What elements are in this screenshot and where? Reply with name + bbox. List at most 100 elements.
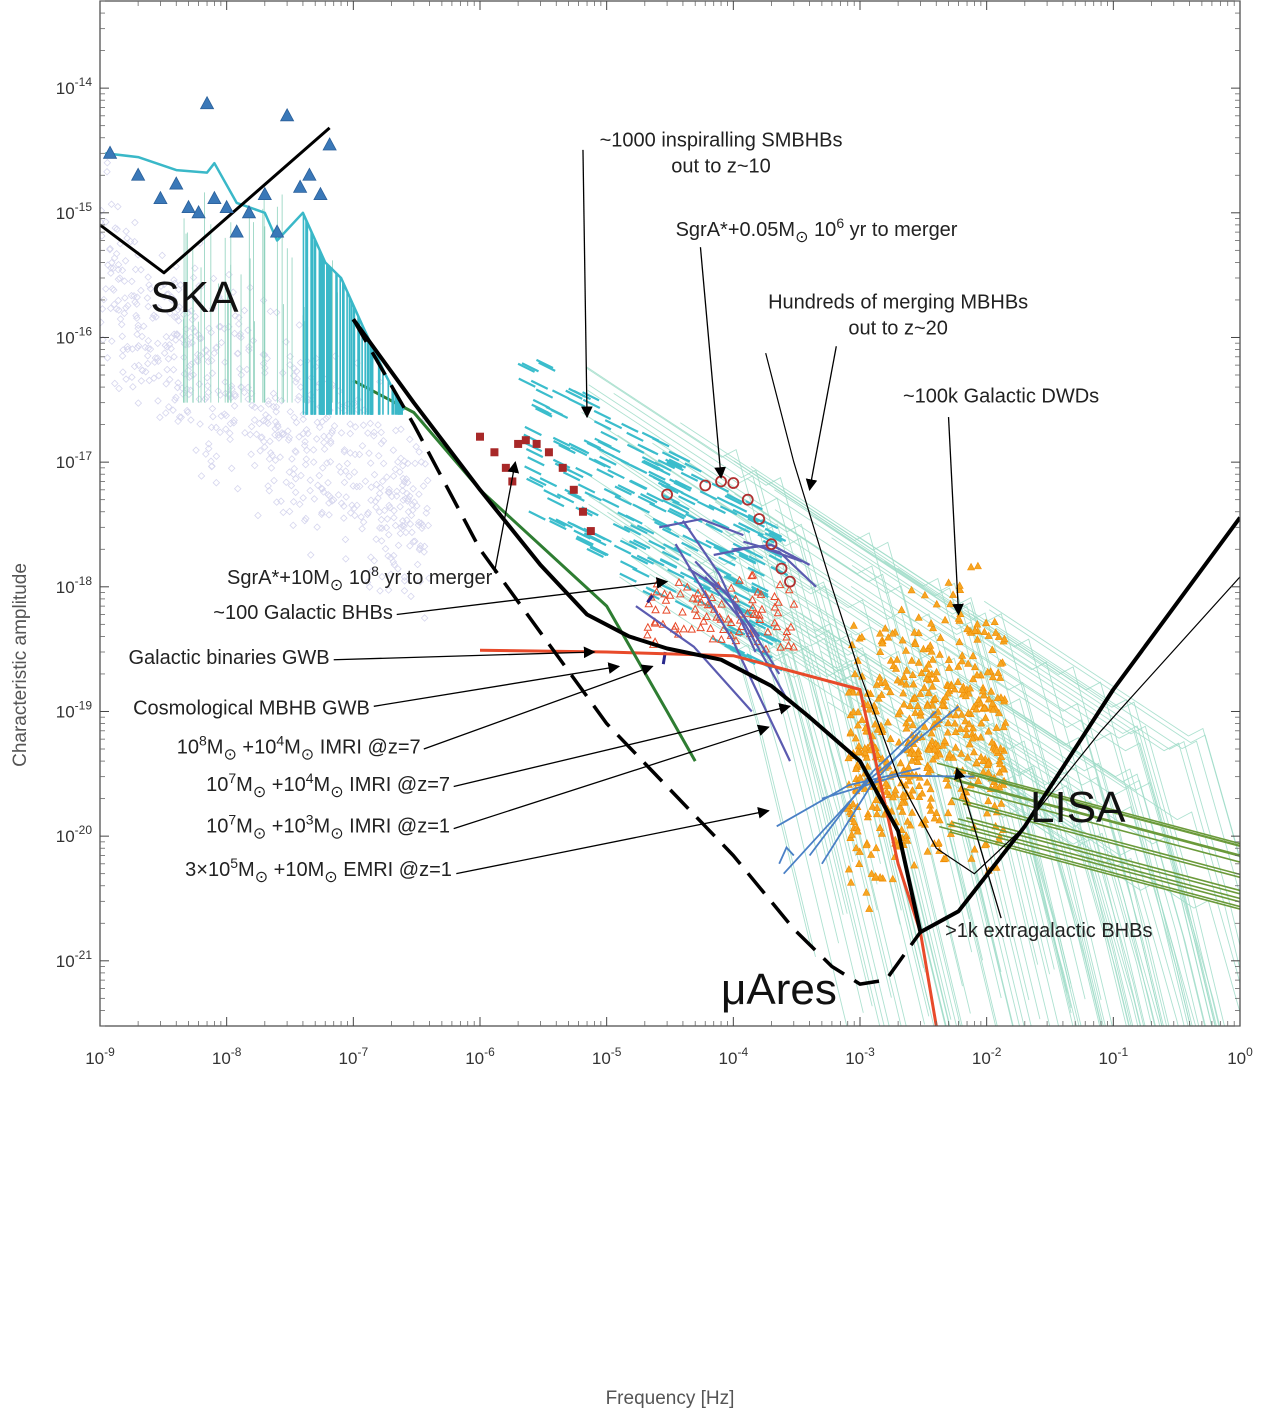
dwd-marker bbox=[913, 757, 922, 766]
pta-population-marker bbox=[166, 375, 174, 384]
pta-population-marker bbox=[377, 439, 386, 448]
smbhb-streak bbox=[534, 405, 552, 416]
smbhb-streak bbox=[593, 409, 612, 421]
pta-population-marker bbox=[264, 419, 272, 428]
smbhb-streak bbox=[680, 471, 699, 482]
pta-population-marker bbox=[375, 508, 384, 516]
pta-population-marker bbox=[189, 294, 198, 302]
dwd-marker bbox=[988, 645, 997, 653]
pta-population-marker bbox=[215, 323, 223, 331]
pta-population-marker bbox=[313, 418, 322, 427]
dwd-marker bbox=[895, 706, 904, 715]
pta-population-marker bbox=[114, 202, 122, 211]
y-tick-label: 10-15 bbox=[56, 200, 93, 223]
smbhb-streak bbox=[699, 490, 718, 501]
pta-population-marker bbox=[144, 359, 152, 368]
dwd-marker bbox=[968, 733, 977, 742]
pta-population-marker bbox=[138, 332, 146, 341]
smbhb-streak bbox=[647, 556, 665, 567]
dwd-marker bbox=[967, 854, 976, 862]
annotation-arrow bbox=[581, 149, 593, 419]
imri-marker bbox=[646, 594, 654, 604]
pta-population-marker bbox=[110, 300, 119, 309]
dwd-marker bbox=[940, 736, 949, 744]
pta-population-marker bbox=[342, 555, 350, 563]
dwd-marker bbox=[941, 854, 950, 862]
dwd-marker bbox=[944, 655, 953, 663]
pta-population-marker bbox=[351, 450, 359, 459]
pta-population-marker bbox=[280, 430, 288, 438]
pta-population-marker bbox=[116, 274, 124, 282]
smbhb-streak bbox=[543, 489, 561, 500]
dwd-marker bbox=[947, 681, 956, 689]
dwd-marker bbox=[907, 756, 916, 764]
pta-population-marker bbox=[378, 477, 387, 486]
extragalactic-bhb-track bbox=[962, 802, 1240, 879]
pta-upper-limit-marker bbox=[302, 167, 317, 181]
dwd-marker bbox=[951, 743, 960, 751]
dwd-marker bbox=[860, 784, 869, 792]
pta-population-marker bbox=[359, 518, 368, 526]
y-tick-label: 10-14 bbox=[56, 75, 93, 98]
dwd-marker bbox=[883, 717, 892, 726]
y-tick-label: 10-17 bbox=[56, 449, 93, 472]
smbhb-streak bbox=[600, 430, 618, 441]
galactic-bhb-marker bbox=[748, 595, 757, 604]
smbhb-streak bbox=[738, 553, 756, 564]
smbhb-streak bbox=[636, 524, 655, 535]
dwd-marker bbox=[970, 626, 979, 634]
galactic-bhb-marker bbox=[726, 583, 736, 592]
smbhb-streak bbox=[621, 422, 639, 433]
y-tick-label: 10-18 bbox=[56, 574, 93, 597]
pta-population-marker bbox=[399, 496, 407, 504]
pta-population-marker bbox=[310, 495, 319, 503]
annotation-text: >1k extragalactic BHBs bbox=[945, 920, 1152, 942]
pta-population-marker bbox=[393, 487, 401, 496]
pta-population-marker bbox=[361, 477, 370, 485]
dwd-marker bbox=[949, 590, 958, 598]
dwd-marker bbox=[994, 668, 1003, 676]
galactic-bhb-marker bbox=[717, 599, 726, 608]
pta-population-marker bbox=[334, 491, 343, 499]
pta-population-marker bbox=[270, 476, 278, 485]
pta-population-marker bbox=[144, 273, 152, 281]
pta-upper-limit-marker bbox=[257, 186, 272, 200]
galactic-bhb-marker bbox=[749, 609, 758, 618]
smbhb-streak bbox=[548, 516, 566, 527]
annotation-text: ~100 Galactic BHBs bbox=[213, 602, 393, 624]
pta-population-marker bbox=[134, 399, 143, 407]
galactic-bhb-marker bbox=[688, 593, 698, 602]
pta-population-marker bbox=[390, 513, 398, 522]
pta-upper-limit-marker bbox=[199, 95, 215, 110]
pta-population-marker bbox=[230, 329, 239, 338]
extragalactic-bhb-track bbox=[965, 816, 1240, 892]
smbhb-streak bbox=[586, 547, 604, 558]
pta-population-marker bbox=[317, 484, 326, 493]
smbhb-streak bbox=[672, 500, 690, 511]
sgra-005msun-marker bbox=[784, 575, 796, 588]
pta-population-marker bbox=[179, 390, 187, 398]
dwd-marker bbox=[930, 813, 939, 822]
pta-population-marker bbox=[397, 425, 405, 434]
smbhb-streak bbox=[535, 407, 553, 418]
dwd-marker bbox=[910, 749, 919, 758]
pta-population-marker bbox=[195, 380, 204, 388]
dwd-marker bbox=[908, 808, 917, 816]
pta-upper-limit-marker bbox=[269, 224, 285, 238]
dwd-marker bbox=[936, 633, 945, 641]
annotation-arrow bbox=[373, 662, 621, 707]
x-tick-label: 10-5 bbox=[592, 1045, 622, 1068]
pta-population-marker bbox=[162, 409, 170, 417]
pta-population-marker bbox=[118, 266, 127, 275]
smbhb-streak bbox=[668, 507, 687, 518]
pta-population-marker bbox=[409, 537, 418, 546]
inspiral-track bbox=[743, 540, 817, 588]
x-tick-label: 10-4 bbox=[719, 1045, 749, 1068]
pta-population-marker bbox=[408, 506, 417, 514]
pta-population-marker bbox=[319, 488, 328, 496]
smbhb-streak bbox=[517, 362, 536, 373]
dwd-marker bbox=[957, 749, 966, 757]
pta-population-marker bbox=[106, 245, 114, 254]
smbhb-streak bbox=[747, 566, 765, 577]
mbhb-track bbox=[581, 411, 878, 911]
